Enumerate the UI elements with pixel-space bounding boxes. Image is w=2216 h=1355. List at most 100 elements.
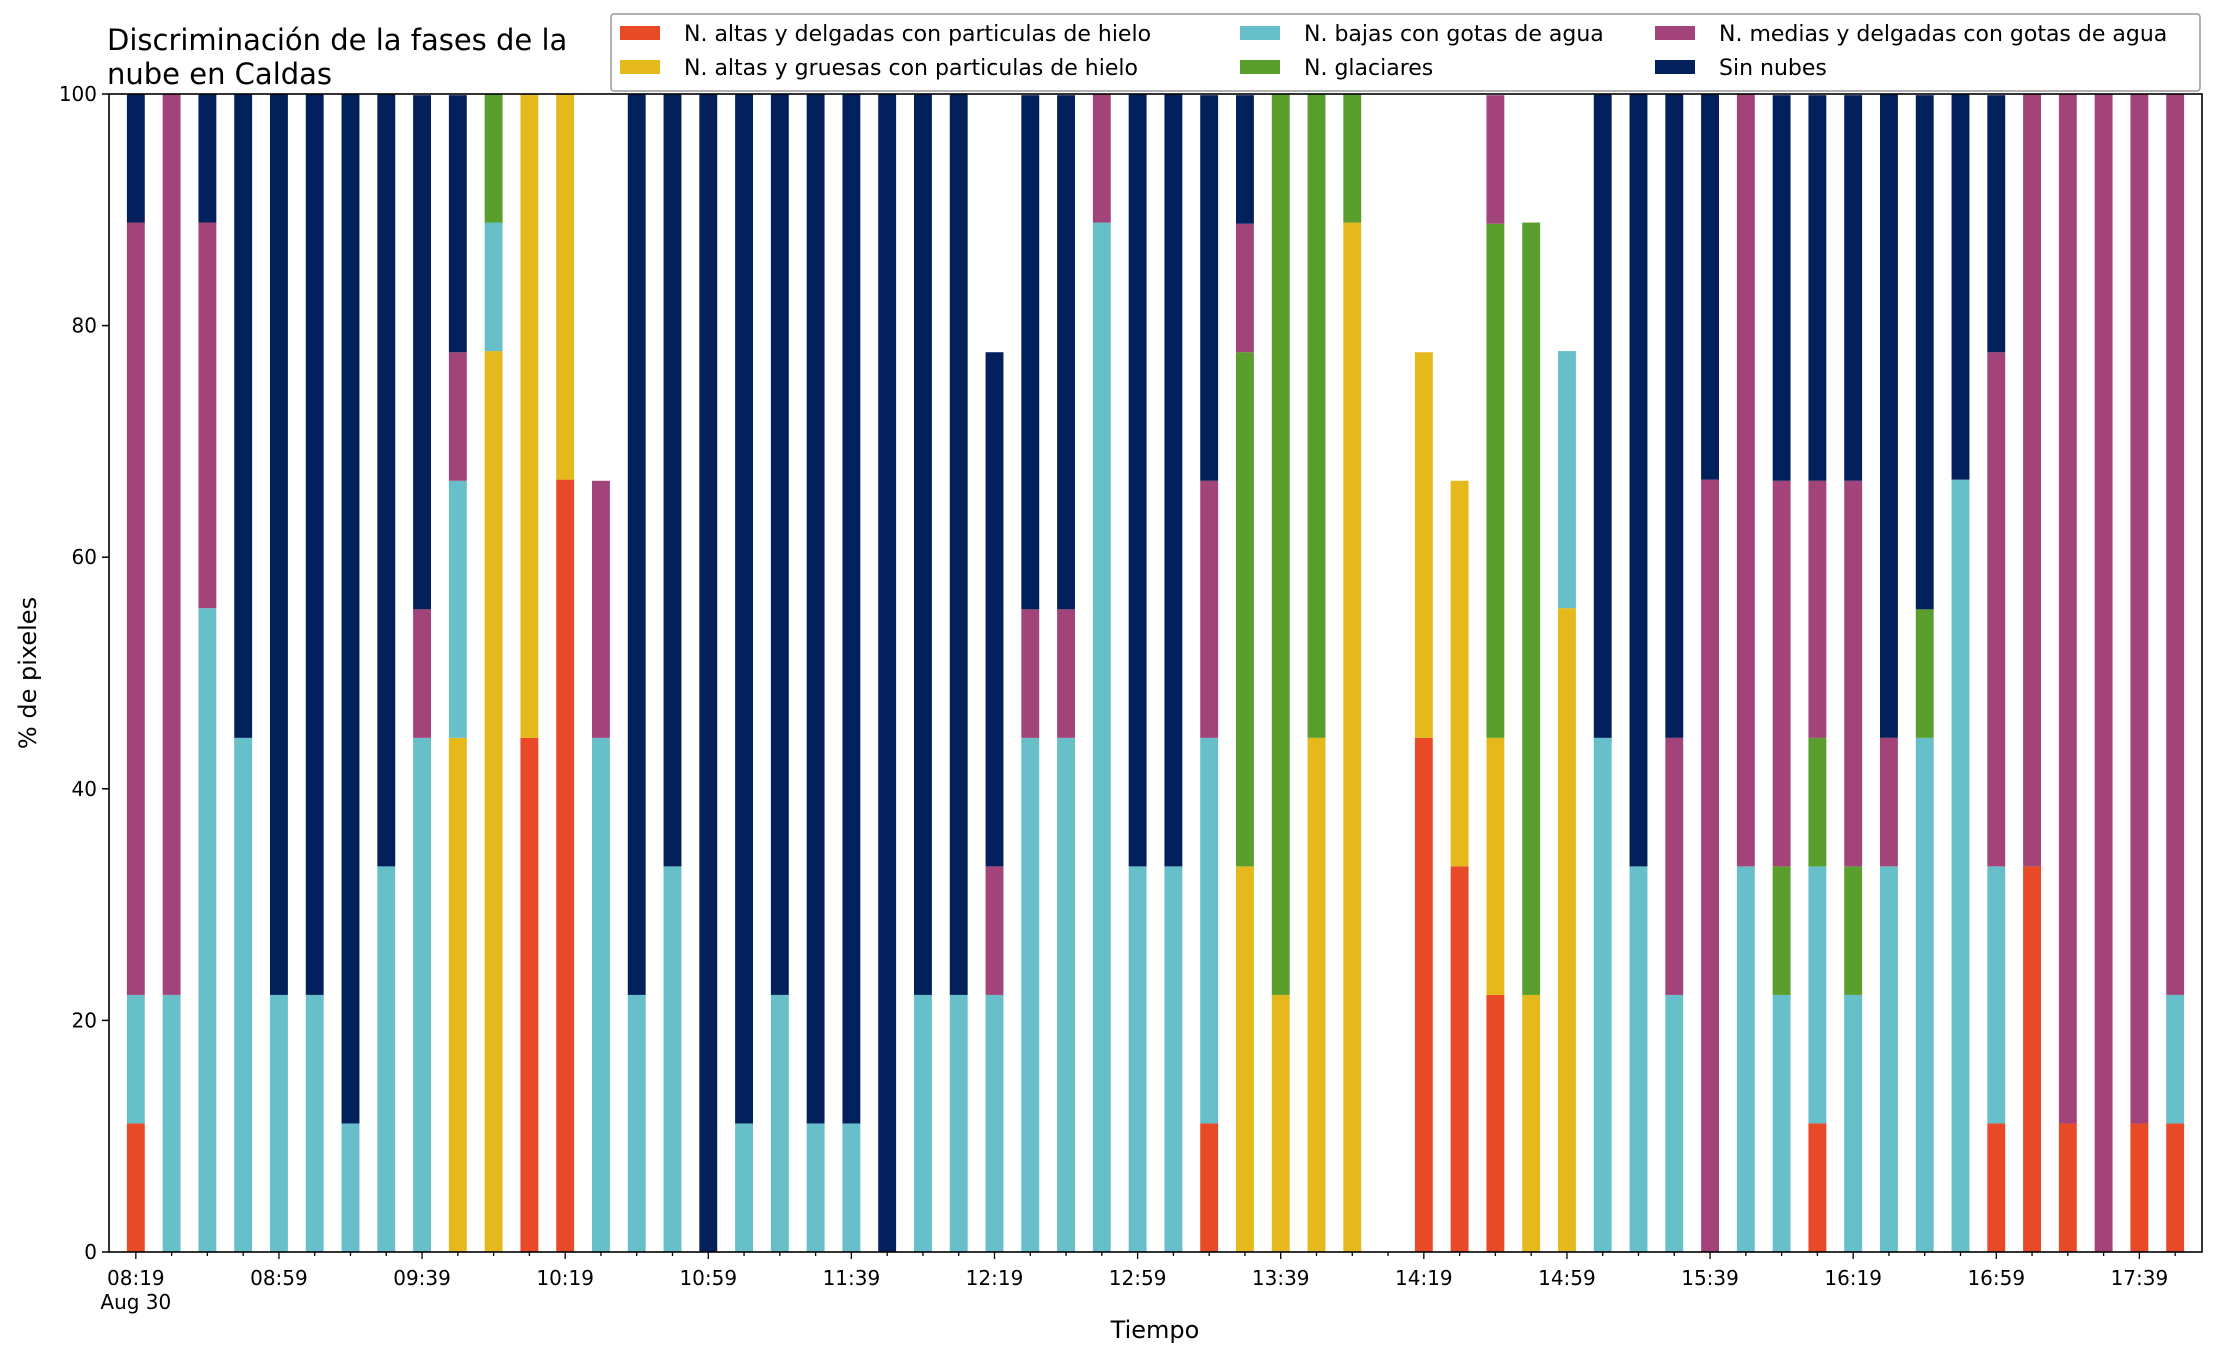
bar-segment (556, 94, 575, 480)
bar-segment (1522, 222, 1541, 995)
bar-segment (1880, 94, 1898, 738)
bar-segment (377, 866, 396, 1252)
bar-segment (1593, 737, 1612, 1252)
bar-segment (1987, 95, 2006, 353)
x-axis-label: Tiempo (1110, 1316, 1200, 1344)
bar-segment (770, 994, 789, 1252)
legend-swatch (1655, 60, 1695, 74)
x-tick-label: 12:59 (1109, 1266, 1167, 1290)
bar-segment (1092, 222, 1111, 1252)
x-tick-label: 13:39 (1252, 1266, 1310, 1290)
bar-segment (1808, 95, 1827, 481)
x-tick-label: 14:59 (1538, 1266, 1596, 1290)
bar-segment (1414, 737, 1433, 1252)
bar-segment (592, 480, 610, 738)
bar-segment (985, 866, 1004, 995)
bar-segment (234, 737, 253, 1252)
bar-segment (448, 352, 467, 481)
y-axis-label: % de pixeles (14, 597, 42, 749)
bar-segment (1844, 95, 1863, 481)
bar-segment (520, 737, 539, 1252)
bar-segment (1486, 95, 1505, 224)
x-tick-label: 08:19 (107, 1266, 165, 1290)
bar-segment (126, 994, 145, 1124)
bar-segment (1021, 95, 1040, 610)
bar-segment (735, 94, 753, 1124)
bar-segment (126, 94, 145, 223)
bar-segment (842, 1123, 861, 1252)
legend-label: N. medias y delgadas con gotas de agua (1719, 22, 2167, 47)
bar-segment (1450, 866, 1469, 1252)
bar-segment (126, 1123, 145, 1252)
bar-segment (1844, 866, 1863, 995)
bar-segment (1450, 480, 1469, 867)
bar-segment (270, 94, 288, 995)
bar-segment (2130, 1123, 2149, 1252)
bar-segment (1236, 352, 1254, 867)
bar-segment (341, 1123, 360, 1252)
bar-segment (1701, 479, 1719, 1252)
bar-segment (1844, 480, 1863, 867)
x-tick-sublabel: Aug 30 (100, 1290, 171, 1314)
bar-segment (448, 95, 467, 353)
bar-segment (1558, 351, 1576, 609)
bar-segment (1271, 94, 1290, 995)
x-tick-label: 08:59 (250, 1266, 308, 1290)
bar-segment (1486, 223, 1505, 738)
bars-layer (126, 94, 2185, 1253)
bar-segment (1629, 94, 1648, 867)
bar-segment (1808, 1123, 1827, 1252)
bar-segment (1880, 737, 1898, 867)
bar-segment (2058, 1123, 2077, 1252)
bar-segment (1200, 95, 1219, 481)
bar-segment (2023, 866, 2041, 1252)
y-axis: 0 20 40 60 80 100 (59, 82, 109, 1264)
y-tick-label: 0 (84, 1240, 97, 1264)
bar-segment (413, 95, 431, 610)
y-tick-label: 80 (72, 314, 97, 338)
bar-segment (1057, 737, 1075, 1252)
bar-segment (1629, 866, 1648, 1252)
bar-segment (1808, 737, 1827, 867)
bar-segment (484, 222, 503, 352)
bar-segment (1236, 95, 1254, 224)
chart-title: Discriminación de la fases de la nube en … (107, 23, 567, 91)
legend-swatch (1240, 26, 1280, 40)
bar-segment (1915, 737, 1934, 1252)
bar-segment (806, 1123, 825, 1252)
bar-segment (2058, 94, 2077, 1124)
x-tick-label: 09:39 (393, 1266, 451, 1290)
x-tick-label: 11:39 (823, 1266, 881, 1290)
x-tick-label: 14:19 (1395, 1266, 1453, 1290)
x-tick-label: 16:59 (1967, 1266, 2025, 1290)
x-tick-label: 10:19 (536, 1266, 594, 1290)
bar-segment (484, 94, 503, 223)
x-tick-label: 12:19 (966, 1266, 1024, 1290)
bar-segment (1057, 95, 1075, 610)
bar-segment (985, 994, 1004, 1252)
bar-segment (1772, 994, 1791, 1252)
legend-swatch (620, 26, 660, 40)
bar-segment (234, 94, 253, 738)
bar-segment (1128, 94, 1147, 867)
bar-segment (842, 94, 861, 1124)
legend-label: N. bajas con gotas de agua (1304, 22, 1604, 47)
bar-segment (126, 222, 145, 995)
bar-segment (377, 94, 396, 867)
bar-segment (270, 994, 288, 1252)
bar-segment (413, 737, 431, 1252)
chart-title-line: nube en Caldas (107, 57, 332, 91)
bar-segment (1736, 94, 1755, 867)
bar-segment (1772, 866, 1791, 995)
bar-segment (1665, 737, 1684, 995)
legend-swatch (620, 60, 660, 74)
bar-segment (305, 994, 324, 1252)
bar-segment (1200, 480, 1219, 738)
bar-segment (735, 1123, 753, 1252)
bar-segment (448, 480, 467, 738)
bar-segment (1987, 1123, 2006, 1252)
bar-segment (448, 737, 467, 1252)
bar-segment (806, 94, 825, 1124)
